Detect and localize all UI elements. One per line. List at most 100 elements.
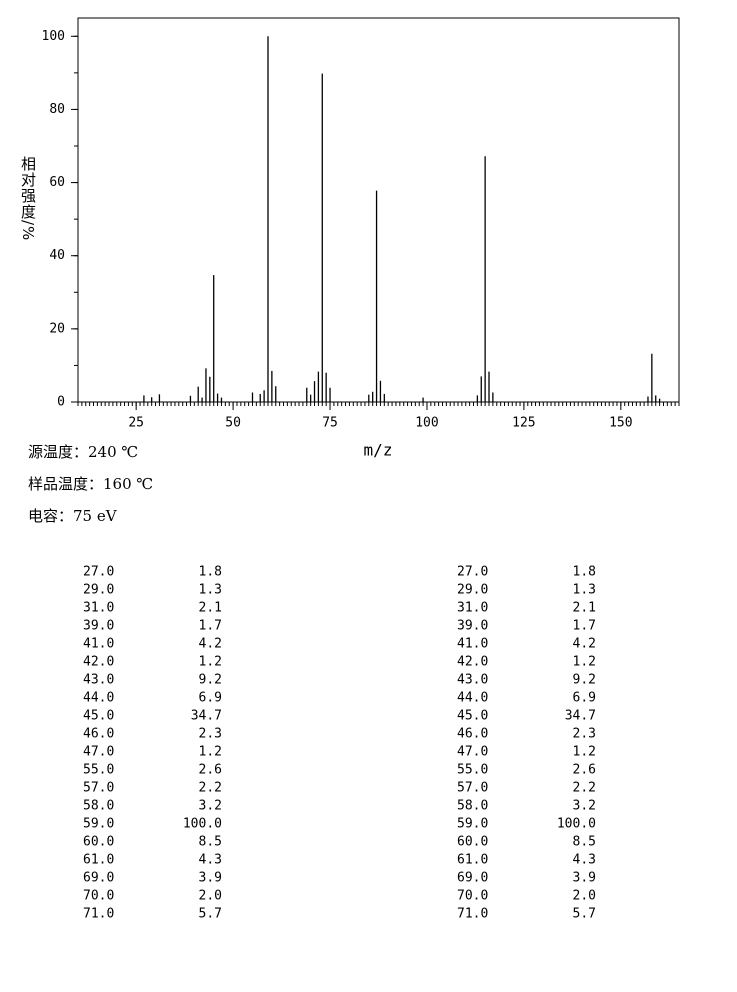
mz-cell: 46.0	[457, 727, 488, 742]
x-tick-label: 100	[415, 416, 438, 431]
intensity-cell: 5.7	[199, 907, 222, 922]
intensity-cell: 9.2	[573, 673, 596, 688]
y-tick-label: 60	[49, 175, 65, 190]
intensity-cell: 1.2	[199, 745, 222, 760]
intensity-cell: 2.1	[199, 601, 222, 616]
intensity-cell: 1.7	[573, 619, 596, 634]
intensity-cell: 34.7	[565, 709, 596, 724]
mz-cell: 29.0	[83, 583, 114, 598]
mz-cell: 43.0	[457, 673, 488, 688]
intensity-cell: 3.9	[199, 871, 222, 886]
intensity-cell: 1.2	[199, 655, 222, 670]
intensity-cell: 2.2	[199, 781, 222, 796]
intensity-cell: 2.6	[573, 763, 596, 778]
mz-cell: 39.0	[457, 619, 488, 634]
mz-cell: 45.0	[457, 709, 488, 724]
intensity-cell: 1.2	[573, 745, 596, 760]
intensity-cell: 2.2	[573, 781, 596, 796]
y-tick-label: 20	[49, 321, 65, 336]
intensity-cell: 2.6	[199, 763, 222, 778]
mz-cell: 59.0	[83, 817, 114, 832]
intensity-cell: 6.9	[573, 691, 596, 706]
mz-cell: 58.0	[83, 799, 114, 814]
intensity-cell: 100.0	[557, 817, 596, 832]
y-axis-label: 相对强度/%	[19, 156, 37, 242]
intensity-cell: 2.1	[573, 601, 596, 616]
intensity-cell: 1.3	[199, 583, 222, 598]
mz-cell: 27.0	[457, 565, 488, 580]
intensity-cell: 2.0	[199, 889, 222, 904]
y-tick-label: 80	[49, 102, 65, 117]
mz-cell: 41.0	[457, 637, 488, 652]
mz-cell: 58.0	[457, 799, 488, 814]
x-tick-label: 150	[609, 416, 632, 431]
y-tick-label: 40	[49, 248, 65, 263]
mz-cell: 59.0	[457, 817, 488, 832]
mz-cell: 71.0	[457, 907, 488, 922]
intensity-cell: 1.3	[573, 583, 596, 598]
intensity-cell: 8.5	[573, 835, 596, 850]
mz-cell: 43.0	[83, 673, 114, 688]
mz-cell: 47.0	[83, 745, 114, 760]
intensity-cell: 9.2	[199, 673, 222, 688]
intensity-cell: 3.2	[199, 799, 222, 814]
x-tick-label: 25	[128, 416, 144, 431]
mz-cell: 60.0	[83, 835, 114, 850]
intensity-cell: 4.3	[573, 853, 596, 868]
x-axis-label: m/z	[364, 441, 393, 460]
intensity-cell: 1.2	[573, 655, 596, 670]
intensity-cell: 5.7	[573, 907, 596, 922]
mz-cell: 61.0	[457, 853, 488, 868]
mz-cell: 31.0	[83, 601, 114, 616]
intensity-cell: 2.0	[573, 889, 596, 904]
x-tick-label: 50	[225, 416, 241, 431]
mz-cell: 70.0	[83, 889, 114, 904]
intensity-cell: 100.0	[183, 817, 222, 832]
mz-cell: 41.0	[83, 637, 114, 652]
mz-cell: 44.0	[83, 691, 114, 706]
mz-cell: 47.0	[457, 745, 488, 760]
mz-cell: 42.0	[83, 655, 114, 670]
mz-cell: 42.0	[457, 655, 488, 670]
intensity-cell: 1.8	[199, 565, 222, 580]
mz-cell: 55.0	[83, 763, 114, 778]
mz-cell: 29.0	[457, 583, 488, 598]
x-tick-label: 75	[322, 416, 338, 431]
plot-frame	[77, 17, 680, 403]
mz-cell: 45.0	[83, 709, 114, 724]
mz-cell: 69.0	[83, 871, 114, 886]
condition: 电容：75 eV	[28, 507, 117, 525]
intensity-cell: 3.9	[573, 871, 596, 886]
intensity-cell: 1.8	[573, 565, 596, 580]
mz-cell: 39.0	[83, 619, 114, 634]
mz-cell: 71.0	[83, 907, 114, 922]
condition: 样品温度：160 ℃	[28, 475, 154, 493]
intensity-cell: 4.2	[573, 637, 596, 652]
intensity-cell: 6.9	[199, 691, 222, 706]
mz-cell: 27.0	[83, 565, 114, 580]
y-tick-label: 0	[57, 395, 65, 410]
mz-cell: 61.0	[83, 853, 114, 868]
intensity-cell: 1.7	[199, 619, 222, 634]
intensity-cell: 4.3	[199, 853, 222, 868]
mz-cell: 46.0	[83, 727, 114, 742]
mz-cell: 70.0	[457, 889, 488, 904]
intensity-cell: 2.3	[573, 727, 596, 742]
intensity-cell: 2.3	[199, 727, 222, 742]
intensity-cell: 4.2	[199, 637, 222, 652]
intensity-cell: 8.5	[199, 835, 222, 850]
x-tick-label: 125	[512, 416, 535, 431]
y-tick-label: 100	[42, 29, 65, 44]
mz-cell: 31.0	[457, 601, 488, 616]
mz-cell: 55.0	[457, 763, 488, 778]
intensity-cell: 34.7	[191, 709, 222, 724]
mz-cell: 44.0	[457, 691, 488, 706]
condition: 源温度：240 ℃	[28, 443, 139, 461]
mz-cell: 57.0	[83, 781, 114, 796]
intensity-cell: 3.2	[573, 799, 596, 814]
mz-cell: 57.0	[457, 781, 488, 796]
mz-cell: 69.0	[457, 871, 488, 886]
mz-cell: 60.0	[457, 835, 488, 850]
